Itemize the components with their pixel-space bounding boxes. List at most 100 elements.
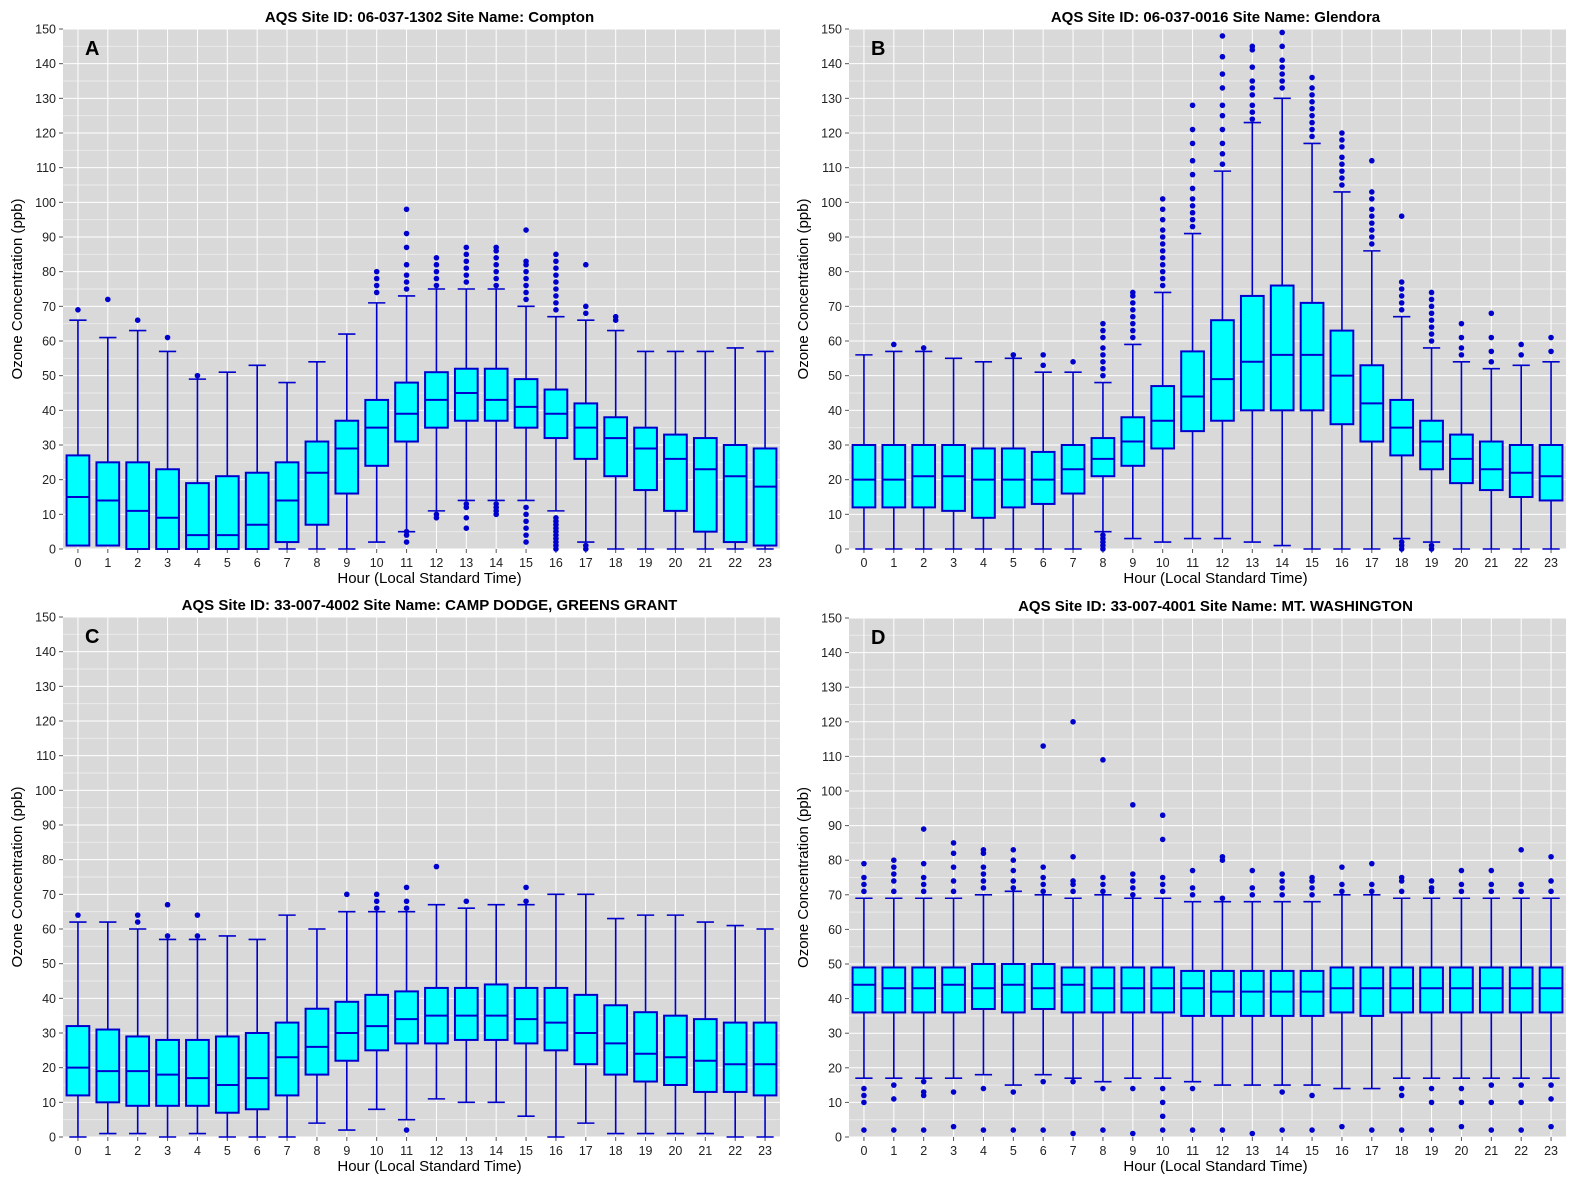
y-tick-label: 40 bbox=[828, 992, 842, 1006]
iqr-box bbox=[633, 426, 658, 492]
outlier-point bbox=[1279, 885, 1285, 891]
outlier-point bbox=[583, 261, 589, 268]
y-tick-label: 150 bbox=[35, 611, 56, 625]
box-hour-1 bbox=[881, 341, 907, 550]
box-hour-15 bbox=[513, 884, 539, 1117]
outlier-point bbox=[403, 884, 410, 891]
outlier-point bbox=[1010, 885, 1017, 891]
x-tick-label: 21 bbox=[698, 1144, 712, 1158]
outlier-point bbox=[1458, 867, 1465, 874]
iqr-box bbox=[1538, 966, 1564, 1014]
box-hour-6 bbox=[244, 938, 270, 1138]
outlier-point bbox=[373, 891, 380, 898]
outlier-point bbox=[1070, 878, 1076, 884]
x-tick-label: 22 bbox=[728, 556, 742, 570]
outlier-point bbox=[1428, 1085, 1435, 1092]
y-tick-label: 120 bbox=[821, 127, 842, 141]
y-tick-label: 60 bbox=[828, 923, 842, 937]
outlier-point bbox=[891, 878, 897, 884]
y-tick-label: 80 bbox=[828, 265, 842, 279]
iqr-box bbox=[881, 444, 907, 509]
outlier-point bbox=[493, 261, 499, 268]
x-tick-label: 16 bbox=[1335, 1144, 1349, 1158]
outlier-point bbox=[950, 1123, 957, 1130]
outlier-point bbox=[1309, 74, 1315, 81]
outlier-point bbox=[1159, 227, 1166, 233]
iqr-box bbox=[453, 367, 479, 422]
outlier-point bbox=[523, 884, 529, 891]
y-tick-label: 40 bbox=[42, 992, 56, 1006]
outlier-point bbox=[493, 268, 499, 275]
x-tick-label: 7 bbox=[284, 1144, 291, 1158]
y-tick-label: 0 bbox=[835, 1131, 842, 1145]
iqr-box bbox=[1150, 385, 1176, 450]
iqr-box bbox=[971, 963, 996, 1010]
iqr-box bbox=[1120, 966, 1146, 1014]
iqr-box bbox=[1478, 440, 1504, 492]
box-hour-4 bbox=[971, 847, 996, 1133]
outlier-point bbox=[1369, 860, 1375, 867]
outlier-point bbox=[1339, 130, 1345, 136]
outlier-point bbox=[373, 289, 380, 296]
x-tick-label: 2 bbox=[920, 556, 927, 570]
outlier-point bbox=[1040, 864, 1046, 870]
outlier-point bbox=[1130, 327, 1136, 334]
outlier-point bbox=[1398, 286, 1405, 292]
x-tick-label: 3 bbox=[950, 556, 957, 570]
box-hour-17 bbox=[573, 893, 599, 1124]
iqr-box bbox=[1000, 447, 1026, 509]
outlier-point bbox=[980, 864, 987, 870]
box-hour-5 bbox=[214, 935, 240, 1138]
x-tick-label: 5 bbox=[224, 556, 231, 570]
box-hour-20 bbox=[663, 350, 688, 550]
x-tick-label: 17 bbox=[1365, 556, 1379, 570]
x-tick-label: 11 bbox=[400, 556, 413, 570]
y-tick-label: 50 bbox=[828, 369, 842, 383]
outlier-point bbox=[523, 532, 529, 538]
outlier-point bbox=[1219, 33, 1226, 39]
outlier-point bbox=[1219, 151, 1226, 157]
x-tick-label: 0 bbox=[74, 556, 81, 570]
outlier-point bbox=[1159, 1085, 1166, 1092]
outlier-point bbox=[1159, 888, 1166, 895]
box-hour-8 bbox=[1090, 757, 1116, 1133]
y-tick-label: 70 bbox=[42, 888, 56, 902]
x-tick-label: 18 bbox=[609, 1144, 623, 1158]
outlier-point bbox=[1040, 1078, 1046, 1085]
iqr-box bbox=[334, 419, 360, 495]
iqr-box bbox=[1478, 966, 1504, 1014]
outlier-point bbox=[1189, 171, 1196, 178]
outlier-point bbox=[1219, 853, 1226, 860]
y-axis-label: Ozone Concentration (ppb) bbox=[795, 787, 812, 968]
outlier-point bbox=[1130, 1085, 1136, 1092]
outlier-point bbox=[1130, 307, 1136, 313]
outlier-point bbox=[1398, 300, 1405, 306]
outlier-point bbox=[493, 254, 499, 261]
y-tick-label: 150 bbox=[35, 23, 56, 37]
outlier-point bbox=[1488, 359, 1495, 365]
y-tick-label: 50 bbox=[828, 958, 842, 972]
outlier-point bbox=[1219, 126, 1226, 133]
outlier-point bbox=[1488, 310, 1495, 317]
outlier-point bbox=[1309, 99, 1315, 105]
y-tick-label: 20 bbox=[828, 473, 842, 487]
x-tick-label: 12 bbox=[429, 1144, 443, 1158]
outlier-point bbox=[1189, 157, 1196, 164]
outlier-point bbox=[553, 293, 559, 299]
outlier-point bbox=[1458, 1123, 1465, 1130]
x-tick-label: 22 bbox=[1514, 1144, 1528, 1158]
outlier-point bbox=[1159, 881, 1166, 888]
outlier-point bbox=[1219, 140, 1226, 147]
outlier-point bbox=[1369, 227, 1375, 233]
outlier-point bbox=[1219, 102, 1226, 109]
outlier-point bbox=[1219, 71, 1226, 77]
outlier-point bbox=[1100, 365, 1106, 372]
box-hour-19 bbox=[633, 350, 658, 550]
outlier-point bbox=[950, 864, 957, 870]
iqr-box bbox=[453, 986, 479, 1041]
outlier-point bbox=[463, 898, 470, 905]
x-tick-label: 15 bbox=[1305, 556, 1319, 570]
outlier-point bbox=[403, 1127, 410, 1133]
x-tick-label: 7 bbox=[1070, 1144, 1077, 1158]
outlier-point bbox=[1309, 112, 1315, 119]
